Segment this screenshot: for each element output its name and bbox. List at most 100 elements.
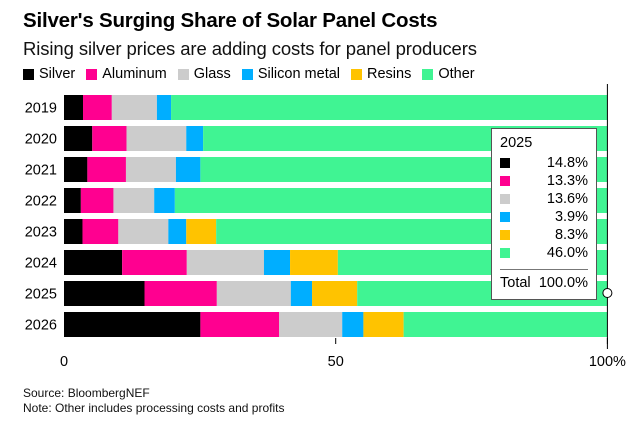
legend-swatch	[177, 68, 189, 80]
tooltip-row-silver: 14.8%	[500, 154, 588, 172]
legend-label: Aluminum	[102, 66, 167, 82]
tooltip-swatch	[500, 248, 510, 258]
bar-segment-2025-glass[interactable]	[216, 281, 291, 306]
bar-segment-2022-silicon-metal[interactable]	[154, 188, 175, 213]
legend-swatch	[351, 68, 363, 80]
bar-segment-2026-aluminum[interactable]	[200, 312, 280, 337]
bar-segment-2023-silver[interactable]	[64, 219, 83, 244]
tooltip-swatch	[500, 230, 510, 240]
y-tick-label: 2021	[25, 163, 57, 179]
tooltip-row-resins: 8.3%	[500, 226, 588, 244]
bar-segment-2023-aluminum[interactable]	[82, 219, 119, 244]
bar-segment-2022-glass[interactable]	[113, 188, 155, 213]
legend-label: Other	[438, 66, 475, 82]
y-tick-label: 2019	[25, 101, 57, 117]
y-tick-label: 2022	[25, 194, 57, 210]
y-tick-label: 2020	[25, 132, 57, 148]
bar-segment-2023-silicon-metal[interactable]	[168, 219, 187, 244]
bar-segment-2022-aluminum[interactable]	[80, 188, 114, 213]
bar-segment-2019-other[interactable]	[171, 95, 608, 120]
bar-segment-2021-glass[interactable]	[125, 157, 176, 182]
legend-item-silicon-metal[interactable]: Silicon metal	[241, 66, 341, 82]
bar-segment-2025-resins[interactable]	[312, 281, 358, 306]
y-tick-label: 2023	[25, 225, 57, 241]
bar-segment-2019-aluminum[interactable]	[83, 95, 112, 120]
tooltip-value: 14.8%	[546, 155, 588, 171]
bar-segment-2019-silver[interactable]	[64, 95, 84, 120]
bar-segment-2019-silicon-metal[interactable]	[156, 95, 172, 120]
legend-item-other[interactable]: Other	[422, 66, 475, 82]
legend-swatch	[241, 68, 253, 80]
tooltip-total-label: Total	[500, 275, 531, 291]
x-tick-label: 100%	[589, 354, 626, 370]
bar-segment-2024-silver[interactable]	[64, 250, 123, 275]
legend-item-aluminum[interactable]: Aluminum	[86, 66, 167, 82]
y-tick-label: 2026	[25, 318, 57, 334]
legend-item-resins[interactable]: Resins	[351, 66, 411, 82]
bar-segment-2025-silver[interactable]	[64, 281, 145, 306]
chart-footer: Source: BloombergNEF Note: Other include…	[23, 386, 284, 416]
legend: Silver Aluminum Glass Silicon metal Resi…	[23, 66, 475, 82]
bar-segment-2024-silicon-metal[interactable]	[263, 250, 291, 275]
y-axis-labels: 2019 2020 2021 2022 2023 2024 2025 2026	[25, 101, 57, 334]
chart-title: Silver's Surging Share of Solar Panel Co…	[23, 9, 438, 32]
tooltip-row-aluminum: 13.3%	[500, 172, 588, 190]
tooltip-total-value: 100.0%	[538, 275, 588, 291]
tooltip-value: 13.6%	[546, 191, 588, 207]
bar-segment-2026-silver[interactable]	[64, 312, 201, 337]
footnote: Note: Other includes processing costs an…	[23, 401, 285, 415]
bar-segment-2020-aluminum[interactable]	[92, 126, 127, 151]
legend-swatch	[422, 68, 434, 80]
tooltip-category: 2025	[500, 135, 533, 151]
bar-segment-2026-silicon-metal[interactable]	[342, 312, 364, 337]
bar-segment-2021-aluminum[interactable]	[87, 157, 126, 182]
bar-segment-2019-glass[interactable]	[111, 95, 157, 120]
bar-segment-2023-resins[interactable]	[186, 219, 217, 244]
bar-segment-2024-resins[interactable]	[290, 250, 338, 275]
legend-item-glass[interactable]: Glass	[177, 66, 231, 82]
bar-segment-2024-glass[interactable]	[186, 250, 264, 275]
tooltip-row-silicon-metal: 3.9%	[500, 208, 588, 226]
tooltip-row-glass: 13.6%	[500, 190, 588, 208]
legend-label: Silicon metal	[257, 66, 341, 82]
legend-label: Glass	[193, 66, 231, 82]
bar-segment-2024-aluminum[interactable]	[122, 250, 187, 275]
tooltip-row-other: 46.0%	[500, 244, 588, 262]
tooltip-swatch	[500, 194, 510, 204]
legend-label: Resins	[367, 66, 412, 82]
bar-segment-2020-silicon-metal[interactable]	[186, 126, 204, 151]
bar-segment-2025-aluminum[interactable]	[144, 281, 217, 306]
bar-segment-2023-glass[interactable]	[118, 219, 169, 244]
tooltip-value: 13.3%	[546, 173, 588, 189]
tooltip-divider	[500, 269, 588, 270]
x-tick-label: 0	[60, 354, 68, 370]
chart-subtitle: Rising silver prices are adding costs fo…	[23, 38, 477, 59]
bar-segment-2026-glass[interactable]	[279, 312, 343, 337]
y-tick-label: 2024	[25, 256, 57, 272]
hover-marker	[602, 288, 613, 298]
hover-tooltip: 2025 14.8% 13.3% 13.6% 3.9% 8.3% 46.0% T…	[491, 128, 597, 300]
bar-segment-2026-other[interactable]	[403, 312, 608, 337]
tooltip-swatch	[500, 212, 510, 222]
y-tick-label: 2025	[25, 287, 57, 303]
tooltip-swatch	[500, 176, 510, 186]
tooltip-swatch	[500, 158, 510, 168]
bar-segment-2021-silver[interactable]	[64, 157, 88, 182]
tooltip-value: 46.0%	[546, 245, 588, 261]
x-axis: 0 50 100%	[60, 338, 626, 370]
tooltip-total-row: Total 100.0%	[500, 274, 588, 292]
bar-segment-2026-resins[interactable]	[363, 312, 404, 337]
legend-swatch	[86, 68, 98, 80]
tooltip-value: 3.9%	[554, 209, 588, 225]
legend-item-silver[interactable]: Silver	[23, 66, 75, 82]
bar-segment-2021-silicon-metal[interactable]	[175, 157, 201, 182]
legend-label: Silver	[39, 66, 76, 82]
bar-segment-2025-silicon-metal[interactable]	[290, 281, 313, 306]
legend-swatch	[23, 68, 34, 80]
bar-segment-2022-silver[interactable]	[64, 188, 81, 213]
bar-segment-2020-glass[interactable]	[126, 126, 187, 151]
source-note: Source: BloombergNEF	[23, 386, 150, 400]
bar-segment-2020-silver[interactable]	[64, 126, 93, 151]
x-tick-label: 50	[328, 354, 344, 370]
tooltip-value: 8.3%	[554, 227, 588, 243]
